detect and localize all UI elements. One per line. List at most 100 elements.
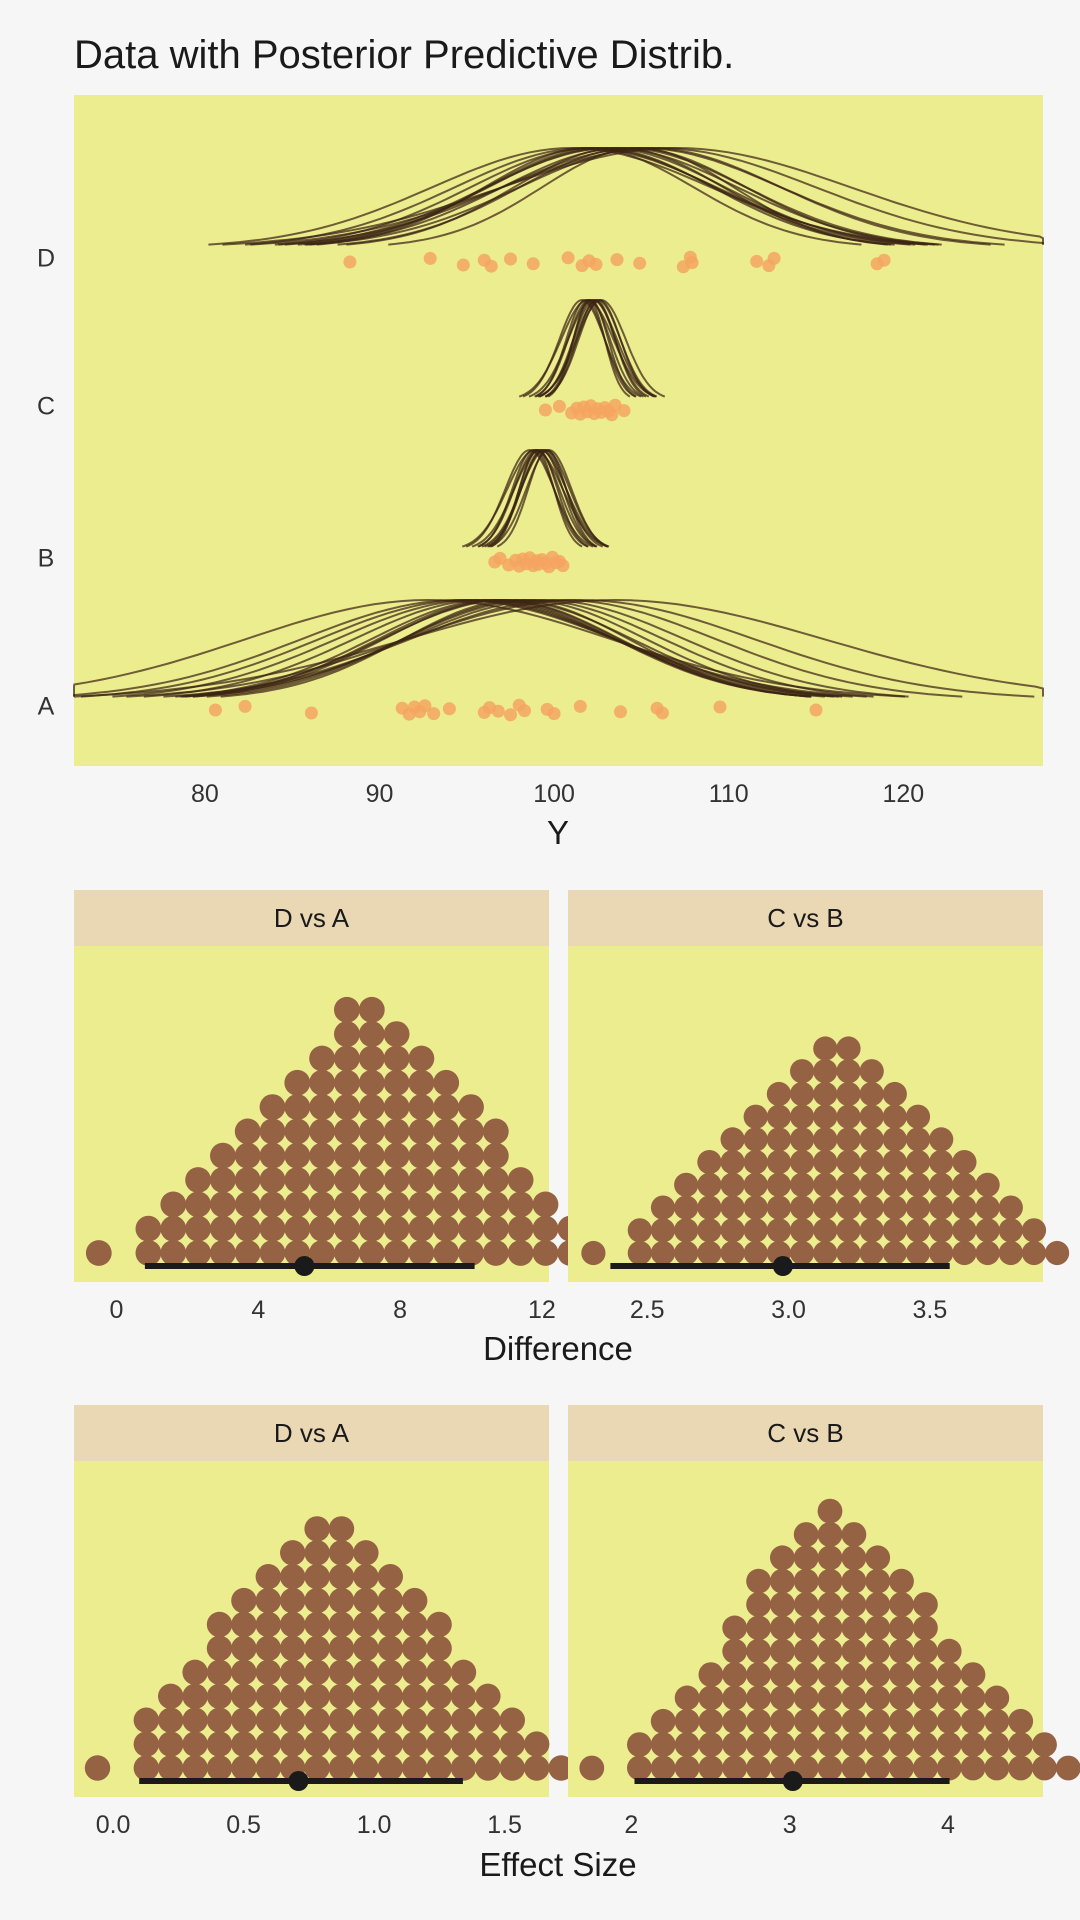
dot: [697, 1195, 722, 1220]
dot: [770, 1568, 795, 1594]
curve-d: [222, 146, 1044, 246]
dot: [377, 1683, 403, 1710]
dot: [507, 1167, 534, 1193]
dot: [960, 1662, 986, 1687]
dot: [309, 1240, 335, 1266]
dot: [793, 1685, 819, 1711]
data-point-d: [504, 252, 517, 266]
dot: [408, 1069, 435, 1096]
dot: [841, 1638, 867, 1664]
dot: [746, 1592, 771, 1617]
x-tick-label: 2.5: [630, 1296, 665, 1324]
dot: [722, 1638, 748, 1664]
dot: [532, 1240, 559, 1266]
y-tick-labels: A B C D: [37, 245, 55, 721]
dot: [408, 1240, 435, 1266]
dot: [383, 1240, 410, 1266]
dot: [975, 1240, 1000, 1266]
posterior-curves: [73, 146, 1044, 698]
dot: [135, 1215, 162, 1242]
dot: [383, 1094, 410, 1120]
dot: [790, 1240, 815, 1266]
data-point-c: [538, 403, 552, 417]
dot: [408, 1215, 435, 1242]
dot: [813, 1195, 838, 1220]
dot: [182, 1659, 208, 1686]
dot: [889, 1732, 914, 1757]
dot: [889, 1755, 914, 1781]
posterior-predictive-chart: Data with Posterior Predictive Distrib. …: [37, 33, 1044, 851]
dot: [334, 1045, 360, 1072]
dot: [817, 1498, 843, 1524]
dot: [185, 1167, 212, 1193]
dot: [905, 1195, 931, 1220]
interval: [610, 1256, 950, 1276]
dot: [697, 1172, 722, 1197]
dot: [841, 1685, 867, 1711]
dot: [433, 1094, 460, 1120]
dot: [377, 1731, 403, 1757]
dot: [334, 1069, 360, 1096]
dot: [929, 1172, 954, 1197]
dot: [936, 1662, 962, 1687]
dot: [913, 1732, 938, 1757]
dot: [309, 1142, 335, 1169]
dot: [255, 1564, 281, 1590]
dot: [383, 1021, 410, 1047]
data-point-a: [655, 706, 669, 720]
dot: [722, 1662, 748, 1687]
dot: [865, 1545, 891, 1571]
data-point-d: [877, 253, 891, 267]
dot: [408, 1167, 435, 1193]
dot: [841, 1522, 867, 1547]
dot: [304, 1587, 330, 1614]
dot: [185, 1240, 212, 1266]
dot: [697, 1218, 722, 1243]
dot: [133, 1755, 159, 1781]
curve-c: [547, 298, 631, 398]
x-axis-label-effect-size: Effect Size: [479, 1846, 636, 1883]
dot: [255, 1635, 281, 1662]
dot: [813, 1059, 838, 1084]
dot: [929, 1240, 954, 1266]
dot: [284, 1069, 311, 1096]
dot: [304, 1659, 330, 1686]
dot: [722, 1685, 748, 1711]
x-tick-label: 1.5: [487, 1811, 522, 1839]
dot: [158, 1731, 184, 1757]
dot: [865, 1615, 891, 1641]
dot: [450, 1683, 477, 1710]
dot: [304, 1635, 330, 1662]
dot: [458, 1142, 484, 1169]
dot: [234, 1167, 261, 1193]
facet-label: C vs B: [767, 1418, 844, 1448]
dot: [210, 1142, 236, 1169]
dot: [185, 1191, 212, 1218]
dot: [358, 1094, 385, 1120]
curve-a: [80, 598, 853, 698]
dot: [913, 1592, 938, 1617]
y-tick-label: A: [38, 693, 55, 721]
dot: [905, 1127, 931, 1152]
dot: [353, 1540, 379, 1566]
dot: [984, 1685, 1010, 1711]
dot: [284, 1167, 311, 1193]
dot: [936, 1685, 962, 1711]
dot: [328, 1564, 355, 1590]
dot: [960, 1755, 986, 1781]
dot: [841, 1755, 867, 1781]
dot: [770, 1685, 795, 1711]
x-tick-label: 80: [191, 780, 219, 808]
dot: [231, 1659, 257, 1686]
y-tick-label: C: [37, 393, 55, 421]
dot: [280, 1564, 306, 1590]
dot: [627, 1732, 652, 1757]
dot: [304, 1564, 330, 1590]
data-point-a: [208, 703, 222, 717]
dot: [334, 1021, 360, 1047]
dot: [231, 1611, 257, 1638]
dot: [793, 1592, 819, 1617]
dot: [234, 1142, 261, 1169]
dot: [426, 1635, 452, 1662]
dot: [579, 1755, 605, 1781]
